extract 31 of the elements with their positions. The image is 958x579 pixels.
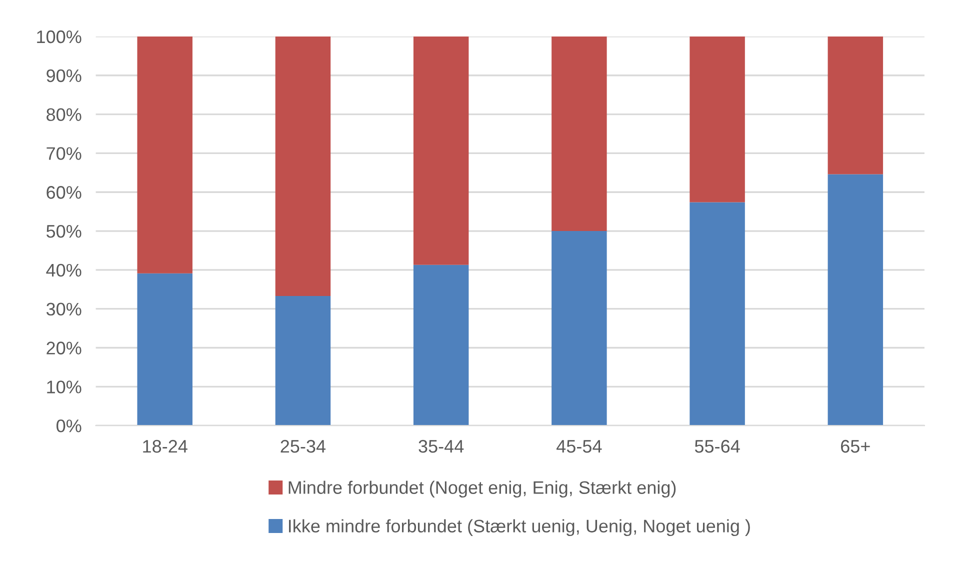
y-tick-label: 60% (46, 186, 82, 199)
bar (275, 36, 331, 296)
bar (690, 36, 745, 202)
x-tick-label: 65+ (841, 440, 870, 453)
legend-label: Mindre forbundet (Noget enig, Enig, Stærkt enig) (288, 480, 676, 498)
bar (828, 174, 884, 426)
y-tick-label: 0% (56, 420, 82, 432)
y-tick-label: 20% (46, 342, 82, 354)
bar (275, 296, 331, 426)
bar (137, 273, 192, 426)
bar (552, 231, 607, 426)
bar (413, 264, 469, 426)
bar (828, 36, 884, 174)
x-tick-label: 45-54 (556, 440, 602, 453)
bar (552, 36, 607, 232)
legend-label: Ikke mindre forbundet (Stærkt uenig, Uenig, Noget uenig ) (289, 519, 750, 536)
bar (137, 36, 192, 274)
y-tick-label: 80% (46, 108, 82, 122)
y-tick-label: 100% (37, 30, 82, 44)
x-tick-label: 35-44 (418, 440, 464, 453)
y-tick-label: 10% (47, 380, 82, 394)
y-tick-label: 50% (46, 224, 82, 238)
bar (690, 202, 745, 426)
y-tick-label: 30% (46, 302, 82, 316)
x-tick-label: 25-34 (280, 440, 326, 453)
y-tick-label: 90% (46, 69, 82, 82)
x-tick-label: 55-64 (694, 440, 740, 453)
x-tick-label: 18-24 (143, 440, 188, 453)
bar (413, 36, 469, 265)
y-tick-label: 40% (46, 264, 82, 277)
y-tick-label: 70% (46, 147, 82, 160)
